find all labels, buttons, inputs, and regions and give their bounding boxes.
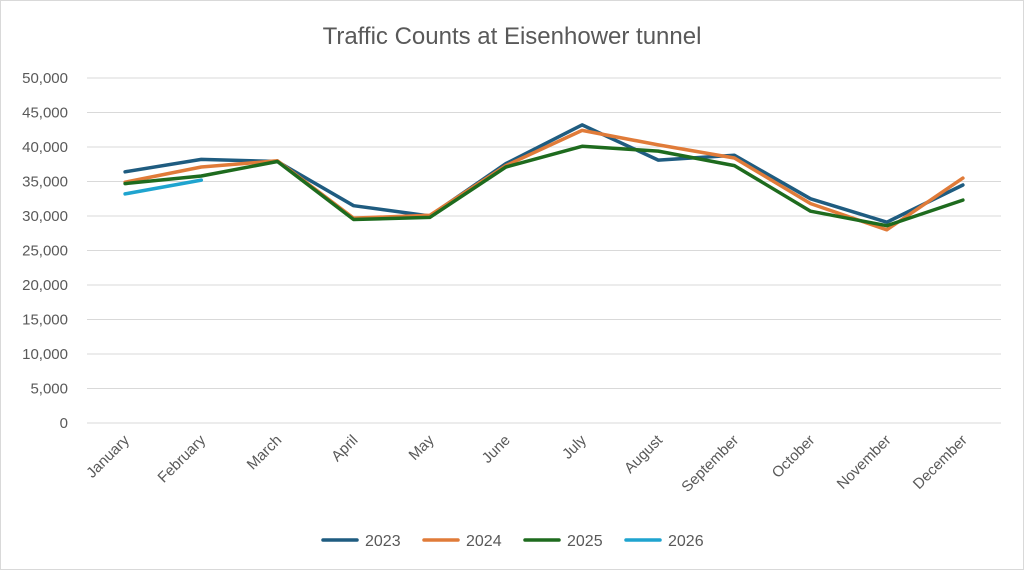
x-tick-label: July [559, 431, 590, 462]
y-tick-label: 0 [60, 415, 68, 432]
legend: 2023 2024 2025 2026 [321, 533, 704, 550]
legend-label-2026: 2026 [668, 533, 704, 550]
x-tick-label: December [910, 432, 971, 493]
y-tick-label: 5,000 [30, 381, 68, 398]
x-tick-label: September [678, 432, 742, 496]
x-tick-label: June [479, 432, 514, 467]
x-tick-label: April [328, 432, 361, 465]
x-tick-label: October [769, 432, 819, 482]
series-line-2025 [123, 144, 965, 228]
x-tick-label: March [244, 432, 285, 473]
y-tick-label: 15,000 [22, 312, 68, 329]
y-tick-label: 45,000 [22, 105, 68, 122]
y-tick-label: 20,000 [22, 277, 68, 294]
x-axis-ticks: January February March April May June July Augu… [83, 431, 971, 495]
legend-label-2025: 2025 [567, 533, 603, 550]
y-tick-label: 35,000 [22, 174, 68, 191]
x-tick-label: January [83, 431, 133, 481]
x-tick-label: May [406, 431, 438, 463]
series-line-2024 [123, 128, 965, 232]
gridlines [87, 77, 1001, 424]
x-tick-label: February [155, 431, 210, 486]
series-line-2023 [123, 123, 965, 224]
x-tick-label: August [621, 431, 667, 477]
y-tick-label: 10,000 [22, 346, 68, 363]
y-tick-label: 40,000 [22, 139, 68, 156]
legend-label-2024: 2024 [466, 533, 502, 550]
y-tick-label: 30,000 [22, 208, 68, 225]
series-line-2026 [123, 178, 204, 196]
chart-title: Traffic Counts at Eisenhower tunnel [323, 23, 702, 50]
y-tick-label: 25,000 [22, 243, 68, 260]
y-axis-ticks: 0 5,000 10,000 15,000 20,000 25,000 30,000 35,0… [22, 70, 68, 432]
series-lines [123, 123, 965, 232]
x-tick-label: November [834, 432, 895, 493]
y-tick-label: 50,000 [22, 70, 68, 87]
legend-label-2023: 2023 [365, 533, 401, 550]
